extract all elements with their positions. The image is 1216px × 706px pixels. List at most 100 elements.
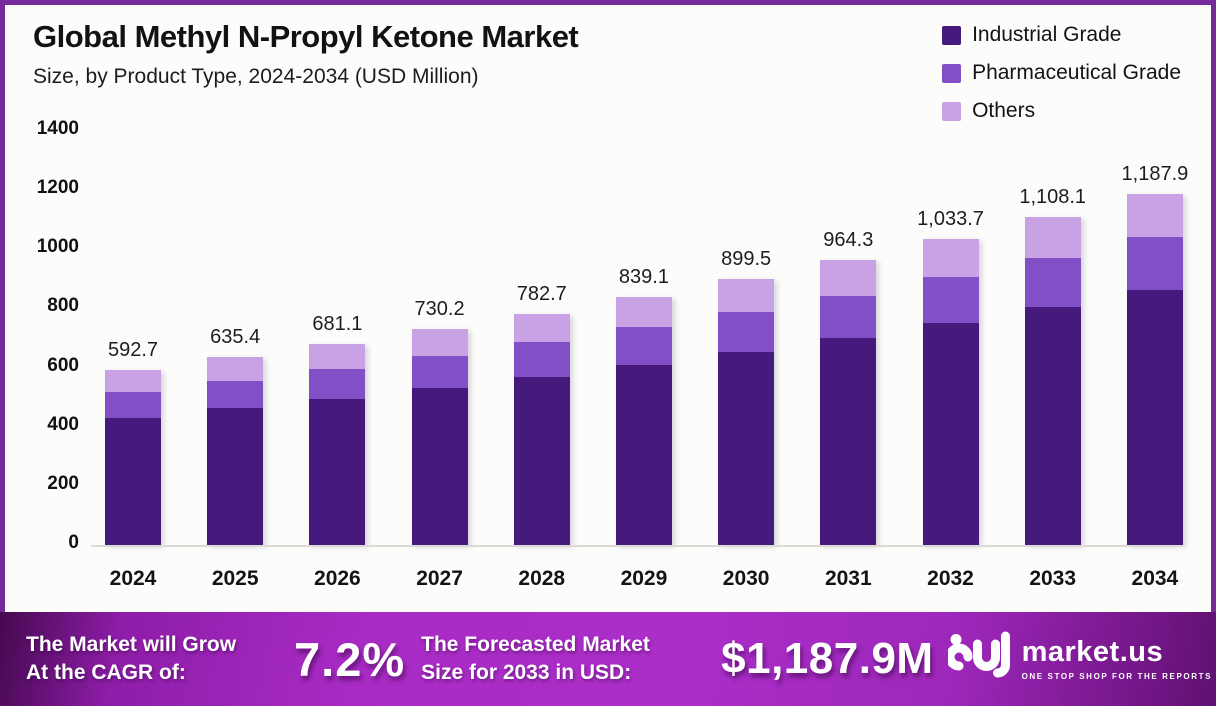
bar-stack-2033 bbox=[1024, 217, 1081, 545]
x-tick-2033: 2033 bbox=[1029, 567, 1077, 590]
bar-2032: 1,033.7 2032 bbox=[917, 208, 984, 590]
marketus-logo: market.us ONE STOP SHOP FOR THE REPORTS bbox=[947, 630, 1212, 688]
bar-segment-2030-others bbox=[718, 279, 775, 312]
x-tick-2026: 2026 bbox=[314, 567, 361, 590]
bar-2025: 635.4 2025 bbox=[207, 326, 264, 590]
bar-2033: 1,108.1 2033 bbox=[1019, 186, 1086, 590]
bar-total-label-2024: 592.7 bbox=[107, 338, 159, 361]
bar-segment-2025-pharmaceutical-grade bbox=[207, 380, 264, 409]
y-tick-200: 200 bbox=[47, 472, 79, 494]
x-tick-2029: 2029 bbox=[620, 567, 668, 590]
x-tick-2031: 2031 bbox=[824, 567, 872, 590]
bar-segment-2027-others bbox=[411, 329, 468, 356]
bar-total-label-2029: 839.1 bbox=[618, 265, 669, 288]
legend-label-industrial-grade: Industrial Grade bbox=[972, 23, 1122, 46]
bar-total-label-2027: 730.2 bbox=[414, 298, 465, 321]
bar-segment-2027-pharmaceutical-grade bbox=[411, 355, 468, 389]
bar-stack-2034 bbox=[1126, 193, 1183, 545]
bar-stack-2024 bbox=[105, 369, 161, 545]
bar-segment-2031-industrial-grade bbox=[820, 338, 877, 545]
bar-segment-2024-industrial-grade bbox=[105, 418, 161, 545]
bar-segment-2032-industrial-grade bbox=[922, 322, 979, 545]
legend-swatch-others-icon bbox=[942, 101, 962, 121]
logo-name: market.us bbox=[1021, 635, 1164, 668]
bar-total-label-2033: 1,108.1 bbox=[1019, 186, 1087, 209]
y-tick-1000: 1000 bbox=[36, 236, 79, 258]
legend-item-industrial-grade: Industrial Grade bbox=[942, 23, 1181, 47]
legend-label-others: Others bbox=[972, 99, 1036, 122]
y-axis: 0 200 400 600 800 1000 1200 1400 bbox=[5, 118, 89, 553]
x-tick-2027: 2027 bbox=[416, 567, 463, 590]
forecast-label: The Forecasted Market Size for 2033 in U… bbox=[421, 632, 650, 684]
x-tick-2030: 2030 bbox=[722, 567, 770, 590]
forecast-value: $1,187.9M bbox=[721, 634, 934, 683]
y-tick-1400: 1400 bbox=[36, 118, 79, 139]
bar-stack-2025 bbox=[207, 357, 264, 545]
chart-legend: Industrial Grade Pharmaceutical Grade Ot… bbox=[942, 23, 1181, 137]
bar-2029: 839.1 2029 bbox=[615, 265, 672, 590]
bar-total-label-2032: 1,033.7 bbox=[917, 208, 984, 231]
bar-segment-2032-others bbox=[922, 239, 979, 277]
page-subtitle: Size, by Product Type, 2024-2034 (USD Mi… bbox=[33, 65, 479, 88]
legend-item-pharmaceutical-grade: Pharmaceutical Grade bbox=[942, 61, 1181, 85]
bar-total-label-2025: 635.4 bbox=[210, 326, 261, 349]
bar-segment-2030-industrial-grade bbox=[718, 352, 775, 545]
bar-segment-2027-industrial-grade bbox=[411, 388, 468, 545]
bar-segment-2026-others bbox=[309, 343, 366, 369]
bar-segment-2026-industrial-grade bbox=[309, 398, 366, 545]
bar-segment-2029-others bbox=[615, 296, 672, 328]
bar-segment-2029-industrial-grade bbox=[615, 364, 672, 545]
bar-segment-2030-pharmaceutical-grade bbox=[718, 311, 775, 353]
bar-stack-2029 bbox=[615, 296, 672, 545]
chart-section: Global Methyl N-Propyl Ketone Market Siz… bbox=[0, 0, 1216, 612]
bar-2030: 899.5 2030 bbox=[718, 248, 775, 590]
bar-2028: 782.7 2028 bbox=[513, 282, 570, 590]
bar-segment-2028-pharmaceutical-grade bbox=[513, 342, 570, 378]
bar-total-label-2028: 782.7 bbox=[516, 282, 567, 305]
bottom-banner: The Market will Grow At the CAGR of: 7.2… bbox=[0, 612, 1216, 706]
bar-segment-2034-pharmaceutical-grade bbox=[1126, 237, 1183, 290]
bar-segment-2034-others bbox=[1126, 193, 1183, 238]
x-tick-2024: 2024 bbox=[109, 567, 157, 590]
bar-total-label-2026: 681.1 bbox=[312, 312, 363, 335]
title-block: Global Methyl N-Propyl Ketone Market Siz… bbox=[33, 19, 579, 89]
bar-stack-2032 bbox=[922, 239, 979, 545]
cagr-label: The Market will Grow At the CAGR of: bbox=[26, 632, 237, 684]
bar-segment-2031-pharmaceutical-grade bbox=[820, 295, 877, 338]
bar-stack-2027 bbox=[411, 329, 468, 545]
bar-segment-2024-pharmaceutical-grade bbox=[105, 391, 161, 419]
bar-2026: 681.1 2026 bbox=[309, 312, 366, 590]
bar-segment-2033-pharmaceutical-grade bbox=[1024, 257, 1081, 307]
x-tick-2025: 2025 bbox=[211, 567, 259, 590]
bar-segment-2024-others bbox=[105, 369, 161, 392]
legend-item-others: Others bbox=[942, 99, 1181, 123]
bar-segment-2028-industrial-grade bbox=[513, 377, 570, 545]
bar-segment-2026-pharmaceutical-grade bbox=[309, 368, 366, 399]
bar-segment-2034-industrial-grade bbox=[1126, 289, 1183, 545]
bar-total-label-2030: 899.5 bbox=[721, 248, 772, 271]
page-title: Global Methyl N-Propyl Ketone Market bbox=[33, 19, 579, 54]
bar-group: 592.7 2024 635.4 2025 681.1 2026 730.2 2027 782.… bbox=[105, 131, 1188, 590]
y-tick-400: 400 bbox=[47, 413, 79, 435]
x-axis-baseline bbox=[91, 545, 1183, 547]
x-tick-2028: 2028 bbox=[518, 567, 566, 590]
bar-segment-2032-pharmaceutical-grade bbox=[922, 276, 979, 323]
x-tick-2034: 2034 bbox=[1131, 567, 1179, 590]
bar-segment-2028-others bbox=[513, 313, 570, 343]
bar-stack-2031 bbox=[820, 259, 877, 545]
bar-stack-2026 bbox=[309, 343, 366, 545]
legend-swatch-industrial-grade-icon bbox=[942, 25, 962, 45]
x-tick-2032: 2032 bbox=[927, 567, 974, 590]
legend-swatch-pharmaceutical-grade-icon bbox=[942, 63, 962, 83]
bar-2024: 592.7 2024 bbox=[105, 338, 161, 590]
bar-segment-2025-industrial-grade bbox=[207, 408, 264, 545]
y-tick-600: 600 bbox=[47, 354, 79, 376]
legend-label-pharmaceutical-grade: Pharmaceutical Grade bbox=[972, 61, 1181, 84]
bar-segment-2025-others bbox=[207, 357, 264, 381]
bar-segment-2031-others bbox=[820, 259, 877, 296]
y-tick-0: 0 bbox=[68, 532, 79, 553]
bar-2027: 730.2 2027 bbox=[411, 298, 468, 590]
logo-text-column: market.us ONE STOP SHOP FOR THE REPORTS bbox=[1021, 635, 1212, 681]
bar-segment-2029-pharmaceutical-grade bbox=[615, 327, 672, 365]
